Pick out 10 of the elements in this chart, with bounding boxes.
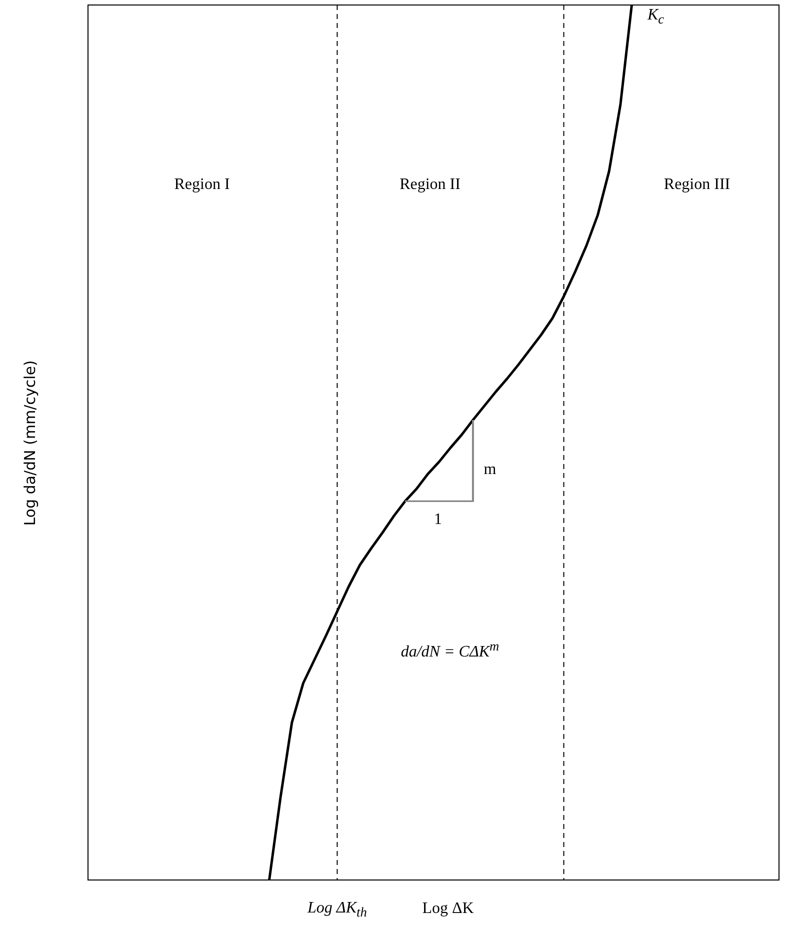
annotation: da/dN = CΔK$^{m}$ <box>400 638 500 662</box>
annotation: m <box>484 461 496 479</box>
annotation: Region I <box>174 176 230 194</box>
y-axis-title: Log da/dN (mm/cycle) <box>21 360 39 526</box>
annotation: K$_{c}$ <box>647 6 664 28</box>
x-axis-title: Log ΔK <box>422 900 474 918</box>
text: Log ΔK$_{th}$ <box>308 899 367 921</box>
annotation: Region II <box>400 176 460 194</box>
annotation: Region III <box>664 176 730 194</box>
annotation: 1 <box>434 511 442 529</box>
